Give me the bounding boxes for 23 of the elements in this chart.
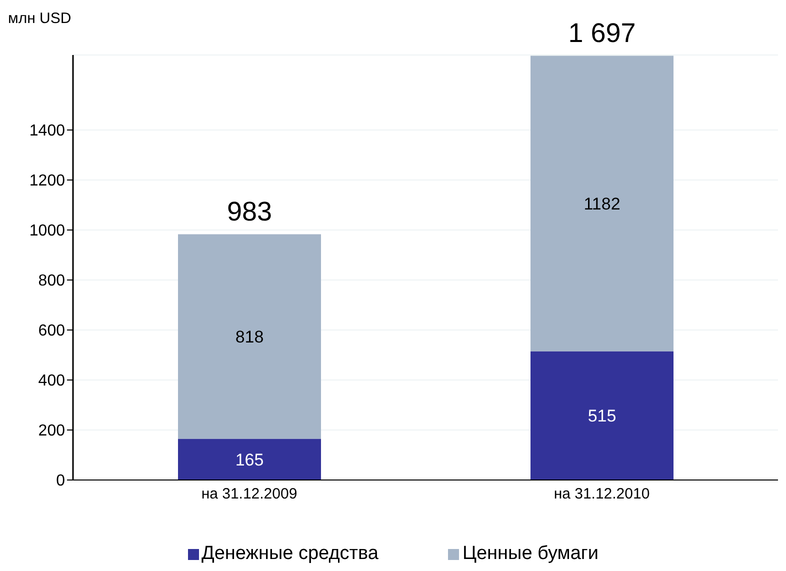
y-tick-label: 1400 [29, 122, 66, 140]
total-label: 983 [226, 196, 272, 226]
y-tick-label: 1000 [29, 222, 66, 240]
data-label: 818 [235, 328, 264, 347]
y-tick-label: 0 [56, 472, 66, 490]
total-label: 1 697 [568, 18, 636, 48]
bar [178, 234, 321, 439]
bar [530, 351, 674, 480]
y-tick-label: 800 [38, 272, 66, 290]
y-tick-label: 600 [38, 322, 66, 340]
data-label: 515 [588, 406, 616, 426]
legend-label: Денежные средства [202, 543, 378, 565]
data-label: 165 [235, 450, 264, 470]
legend-label: Ценные бумаги [462, 543, 598, 565]
x-tick-label: на 31.12.2009 [201, 486, 298, 503]
y-axis-title: млн USD [8, 10, 72, 27]
bar [178, 438, 321, 480]
y-tick-label: 1200 [29, 172, 66, 190]
data-label: 1182 [584, 194, 620, 214]
x-tick-label: на 31.12.2010 [554, 486, 650, 503]
y-tick-label: 200 [38, 422, 66, 440]
bar [530, 56, 674, 352]
y-tick-label: 400 [38, 372, 66, 390]
